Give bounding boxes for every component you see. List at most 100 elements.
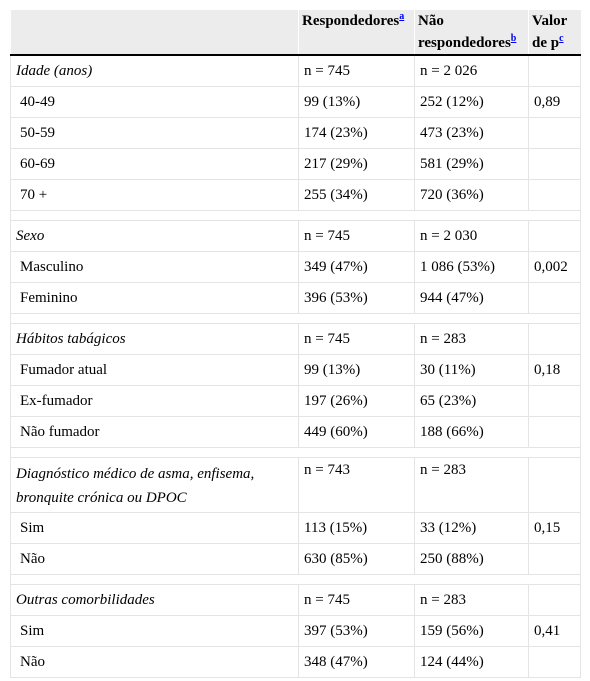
section-p-empty [528,584,581,616]
section-spacer [10,574,581,585]
table-row: Sim 397 (53%) 159 (56%) 0,41 [10,615,581,647]
row-p-value [528,646,581,678]
table-row: Ex-fumador 197 (26%) 65 (23%) [10,385,581,417]
spacer-cell [10,210,299,221]
section-title: Idade (anos) [10,54,299,87]
row-respondedores: 217 (29%) [298,148,415,180]
section-n-nao-respondedores: n = 283 [414,457,529,513]
spacer-cell [528,210,581,221]
row-label: 70 + [10,179,299,211]
row-nao-respondedores: 720 (36%) [414,179,529,211]
row-p-value: 0,18 [528,354,581,386]
row-nao-respondedores: 30 (11%) [414,354,529,386]
row-label: Não fumador [10,416,299,448]
row-nao-respondedores: 473 (23%) [414,117,529,149]
section-n-respondedores: n = 745 [298,584,415,616]
row-respondedores: 197 (26%) [298,385,415,417]
spacer-cell [528,447,581,458]
section-n-respondedores: n = 745 [298,54,415,87]
section-p-empty [528,323,581,355]
section-header-row: Hábitos tabágicos n = 745 n = 283 [10,323,581,355]
row-respondedores: 348 (47%) [298,646,415,678]
row-nao-respondedores: 1 086 (53%) [414,251,529,283]
header-nao-respondedores: Não respondedoresb [414,10,529,56]
row-p-value [528,416,581,448]
section-n-respondedores: n = 745 [298,220,415,252]
section-title: Outras comorbilidades [10,584,299,616]
spacer-cell [414,313,529,324]
section-title: Hábitos tabágicos [10,323,299,355]
spacer-cell [414,447,529,458]
section-header-row: Outras comorbilidades n = 745 n = 283 [10,584,581,616]
section-spacer [10,210,581,221]
table-row: Feminino 396 (53%) 944 (47%) [10,282,581,314]
row-respondedores: 99 (13%) [298,354,415,386]
section-header-row: Sexo n = 745 n = 2 030 [10,220,581,252]
row-respondedores: 113 (15%) [298,512,415,544]
row-label: Sim [10,512,299,544]
row-label: Sim [10,615,299,647]
table-row: 50-59 174 (23%) 473 (23%) [10,117,581,149]
section-p-empty [528,54,581,87]
spacer-cell [414,210,529,221]
row-respondedores: 397 (53%) [298,615,415,647]
row-respondedores: 630 (85%) [298,543,415,575]
row-label: Masculino [10,251,299,283]
table-header: Respondedoresa Não respondedoresb Valor de… [10,10,581,56]
row-label: Feminino [10,282,299,314]
row-respondedores: 349 (47%) [298,251,415,283]
footnote-b-link[interactable]: b [510,33,517,44]
table-row: 40-49 99 (13%) 252 (12%) 0,89 [10,86,581,118]
row-respondedores: 396 (53%) [298,282,415,314]
header-valor-p: Valor de pc [528,10,581,56]
row-p-value: 0,002 [528,251,581,283]
row-p-value [528,179,581,211]
section-n-nao-respondedores: n = 283 [414,323,529,355]
row-label: Não [10,646,299,678]
header-respondedores: Respondedoresa [298,10,415,56]
row-nao-respondedores: 250 (88%) [414,543,529,575]
section-spacer [10,447,581,458]
footnote-c-link[interactable]: c [559,33,564,44]
row-p-value [528,282,581,314]
row-p-value [528,385,581,417]
row-p-value: 0,89 [528,86,581,118]
section-n-nao-respondedores: n = 2 026 [414,54,529,87]
table-row: 60-69 217 (29%) 581 (29%) [10,148,581,180]
row-p-value [528,117,581,149]
row-label: 60-69 [10,148,299,180]
row-label: 40-49 [10,86,299,118]
footnote-a-link[interactable]: a [399,11,405,22]
spacer-cell [298,210,415,221]
table-body: Idade (anos) n = 745 n = 2 026 40-49 99 (13%… [10,54,581,678]
row-nao-respondedores: 188 (66%) [414,416,529,448]
row-respondedores: 449 (60%) [298,416,415,448]
section-n-nao-respondedores: n = 283 [414,584,529,616]
row-nao-respondedores: 581 (29%) [414,148,529,180]
table-row: Não 630 (85%) 250 (88%) [10,543,581,575]
table-row: Não fumador 449 (60%) 188 (66%) [10,416,581,448]
row-p-value [528,148,581,180]
row-label: Fumador atual [10,354,299,386]
row-p-value: 0,41 [528,615,581,647]
section-n-respondedores: n = 743 [298,457,415,513]
table-row: Masculino 349 (47%) 1 086 (53%) 0,002 [10,251,581,283]
spacer-cell [298,313,415,324]
section-n-nao-respondedores: n = 2 030 [414,220,529,252]
spacer-cell [10,447,299,458]
row-label: Ex-fumador [10,385,299,417]
row-respondedores: 174 (23%) [298,117,415,149]
spacer-cell [414,574,529,585]
row-respondedores: 255 (34%) [298,179,415,211]
row-nao-respondedores: 252 (12%) [414,86,529,118]
row-nao-respondedores: 944 (47%) [414,282,529,314]
section-header-row: Diagnóstico médico de asma, enfisema, br… [10,457,581,513]
table-row: Fumador atual 99 (13%) 30 (11%) 0,18 [10,354,581,386]
section-header-row: Idade (anos) n = 745 n = 2 026 [10,54,581,87]
table-row: 70 +255 (34%) 720 (36%) [10,179,581,211]
section-p-empty [528,457,581,513]
section-title: Diagnóstico médico de asma, enfisema, br… [10,457,299,513]
table-row: Sim 113 (15%) 33 (12%) 0,15 [10,512,581,544]
spacer-cell [528,574,581,585]
row-label: 50-59 [10,117,299,149]
